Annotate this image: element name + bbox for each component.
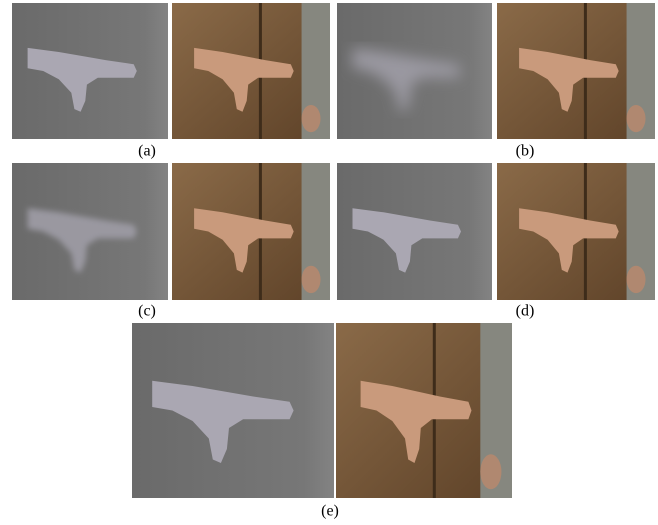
color-image bbox=[336, 323, 512, 498]
color-image bbox=[172, 163, 330, 300]
color-image bbox=[172, 3, 330, 139]
depth-image bbox=[12, 3, 168, 139]
fist bbox=[480, 454, 501, 489]
panel-label: (c) bbox=[138, 303, 156, 320]
panel-label: (b) bbox=[516, 143, 535, 160]
panel-label: (d) bbox=[516, 303, 535, 320]
color-image bbox=[497, 3, 655, 139]
depth-image bbox=[12, 163, 168, 300]
panel-label: (e) bbox=[321, 503, 339, 520]
fist bbox=[302, 105, 321, 132]
fist bbox=[627, 266, 646, 293]
figure: (a) (b) (c) (d) (e) bbox=[0, 0, 658, 525]
panel-label: (a) bbox=[138, 143, 156, 160]
fist bbox=[627, 105, 646, 132]
fist bbox=[302, 266, 321, 293]
depth-image bbox=[337, 3, 492, 139]
depth-image bbox=[337, 163, 492, 300]
color-image bbox=[497, 163, 655, 300]
depth-image bbox=[132, 323, 334, 498]
